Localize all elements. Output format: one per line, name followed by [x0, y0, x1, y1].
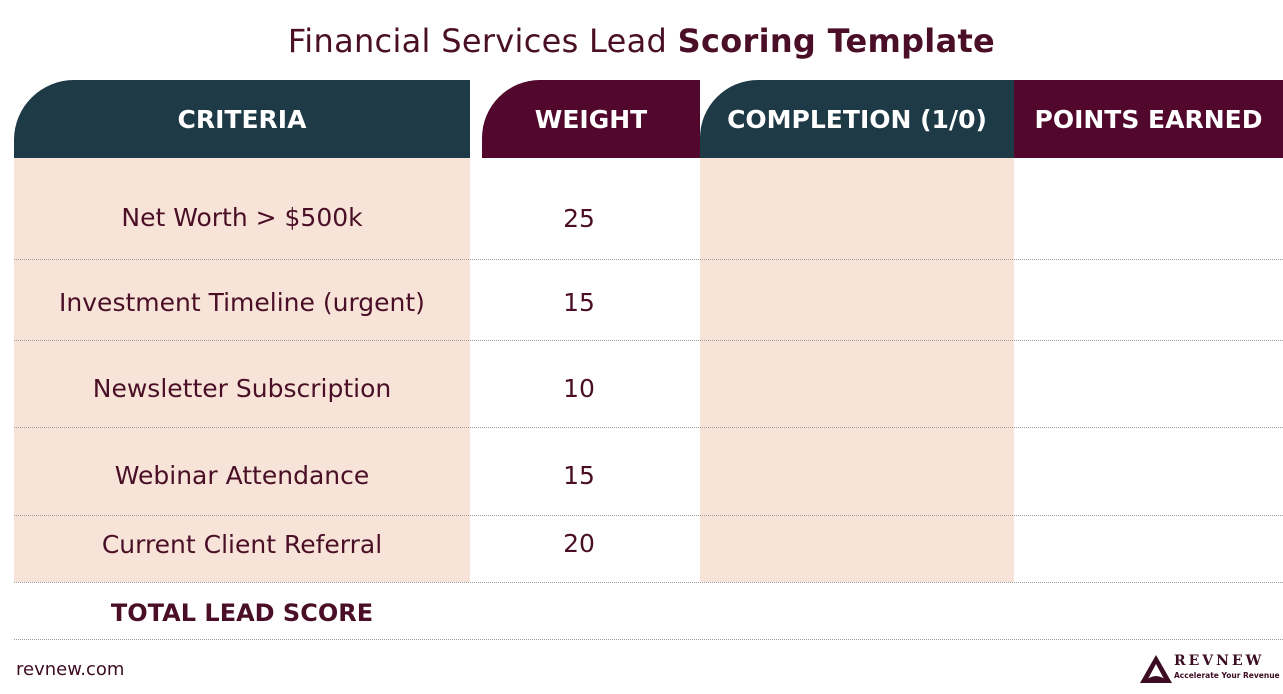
criteria-column-background	[14, 158, 470, 582]
row-divider	[14, 639, 1283, 640]
criteria-cell: Current Client Referral	[101, 529, 383, 559]
criteria-cell: Investment Timeline (urgent)	[59, 287, 425, 317]
header-weight: WEIGHT	[482, 80, 700, 158]
logo-name: REVNEW	[1174, 653, 1265, 669]
completion-column-background	[700, 158, 1014, 582]
criteria-cell: Net Worth > $500k	[121, 202, 363, 232]
weight-cell: 25	[563, 203, 595, 233]
weight-cell: 20	[563, 528, 595, 558]
row-divider	[14, 340, 1283, 341]
row-divider	[14, 515, 1283, 516]
footer-site-link[interactable]: revnew.com	[16, 659, 125, 680]
header-points-earned: POINTS EARNED	[1014, 80, 1283, 158]
title-bold: Scoring Template	[677, 22, 996, 60]
weight-cell: 10	[563, 373, 595, 403]
row-divider	[14, 582, 1283, 583]
weight-cell: 15	[563, 460, 595, 490]
row-divider	[14, 259, 1283, 260]
weight-cell: 15	[563, 287, 595, 317]
criteria-cell: Newsletter Subscription	[92, 373, 392, 403]
row-divider	[14, 427, 1283, 428]
revnew-logo: REVNEW Accelerate Your Revenue	[1139, 652, 1280, 686]
header-criteria: CRITERIA	[14, 80, 470, 158]
criteria-cell: Webinar Attendance	[114, 460, 370, 490]
logo-tagline: Accelerate Your Revenue	[1174, 671, 1280, 680]
title-regular: Financial Services Lead	[287, 22, 668, 60]
page-title: Financial Services Lead Scoring Template	[0, 22, 1283, 60]
total-lead-score-label: TOTAL LEAD SCORE	[110, 599, 374, 627]
header-completion: COMPLETION (1/0)	[700, 80, 1014, 158]
logo-triangle-icon	[1140, 655, 1172, 683]
